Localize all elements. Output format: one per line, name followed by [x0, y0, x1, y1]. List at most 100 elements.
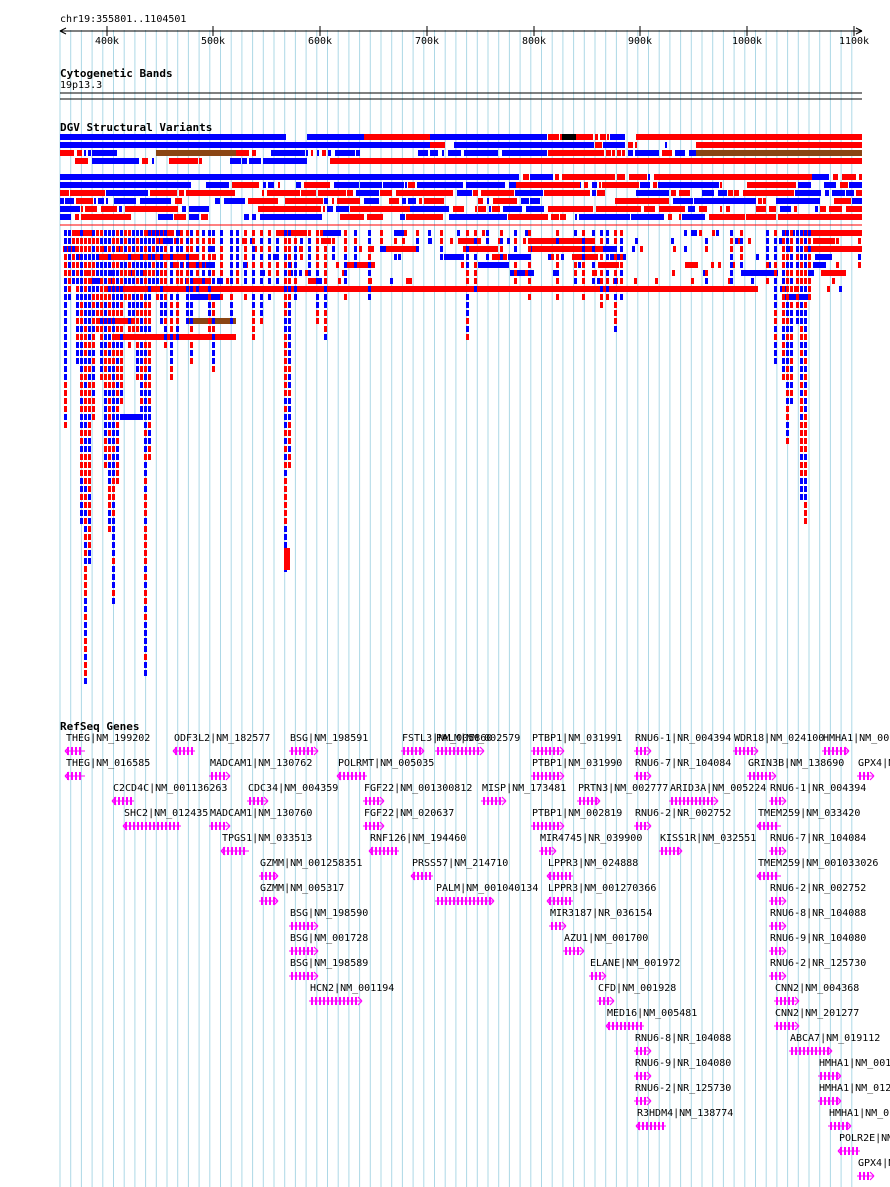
- gene-label[interactable]: RNU6-1|NR_004394: [770, 783, 867, 794]
- gene-label[interactable]: R3HDM4|NM_138774: [637, 1108, 734, 1119]
- gene-glyph[interactable]: [768, 971, 788, 981]
- gene-glyph[interactable]: [362, 821, 386, 831]
- gene-label[interactable]: PTBP1|NM_002819: [532, 808, 623, 819]
- gene-label[interactable]: RNU6-8|NR_104088: [635, 1033, 732, 1044]
- gene-label[interactable]: GPX4|NM: [858, 1158, 890, 1169]
- gene-glyph[interactable]: [821, 746, 851, 756]
- gene-label[interactable]: TMEM259|NM_033420: [758, 808, 861, 819]
- gene-glyph[interactable]: [768, 946, 788, 956]
- gene-label[interactable]: RNU6-9|NR_104080: [635, 1058, 732, 1069]
- gene-label[interactable]: POLR2E|NM: [839, 1133, 890, 1144]
- dgv-track[interactable]: [0, 0, 890, 720]
- gene-label[interactable]: FSTL3|NM_005860: [402, 733, 493, 744]
- gene-label[interactable]: AZU1|NM_001700: [564, 933, 649, 944]
- gene-label[interactable]: BSG|NM_198589: [290, 958, 369, 969]
- gene-label[interactable]: BSG|NM_198591: [290, 733, 369, 744]
- gene-glyph[interactable]: [788, 1046, 834, 1056]
- gene-label[interactable]: RNU6-2|NR_002752: [635, 808, 732, 819]
- gene-label[interactable]: PALM|NM_001040134: [436, 883, 539, 894]
- gene-glyph[interactable]: [668, 796, 720, 806]
- gene-glyph[interactable]: [732, 746, 760, 756]
- gene-label[interactable]: BSG|NM_001728: [290, 933, 369, 944]
- gene-glyph[interactable]: [434, 746, 486, 756]
- gene-label[interactable]: GRIN3B|NM_138690: [748, 758, 845, 769]
- gene-label[interactable]: TPGS1|NM_033513: [222, 833, 313, 844]
- gene-glyph[interactable]: [633, 1096, 653, 1106]
- gene-glyph[interactable]: [658, 846, 684, 856]
- gene-label[interactable]: HMHA1|NM_00: [823, 733, 890, 744]
- gene-glyph[interactable]: [546, 896, 576, 906]
- gene-glyph[interactable]: [122, 821, 184, 831]
- gene-glyph[interactable]: [746, 771, 778, 781]
- gene-label[interactable]: ELANE|NM_001972: [590, 958, 681, 969]
- gene-label[interactable]: PALM|NM_002579: [436, 733, 521, 744]
- gene-label[interactable]: PTBP1|NM_031990: [532, 758, 623, 769]
- gene-glyph[interactable]: [856, 1171, 876, 1181]
- gene-label[interactable]: MED16|NM_005481: [607, 1008, 698, 1019]
- gene-glyph[interactable]: [817, 1096, 843, 1106]
- gene-label[interactable]: ABCA7|NM_019112: [790, 1033, 881, 1044]
- gene-label[interactable]: PRTN3|NM_002777: [578, 783, 669, 794]
- gene-glyph[interactable]: [633, 1071, 653, 1081]
- gene-glyph[interactable]: [288, 971, 320, 981]
- gene-glyph[interactable]: [576, 796, 602, 806]
- gene-glyph[interactable]: [64, 771, 88, 781]
- gene-glyph[interactable]: [258, 896, 280, 906]
- gene-label[interactable]: MIR4745|NR_039900: [540, 833, 643, 844]
- gene-glyph[interactable]: [434, 896, 496, 906]
- gene-label[interactable]: HMHA1|NM_0: [829, 1108, 890, 1119]
- gene-label[interactable]: MADCAM1|NM_130762: [210, 758, 313, 769]
- gene-glyph[interactable]: [837, 1146, 863, 1156]
- gene-label[interactable]: RNU6-7|NR_104084: [635, 758, 732, 769]
- gene-glyph[interactable]: [827, 1121, 853, 1131]
- gene-label[interactable]: THEG|NM_199202: [66, 733, 151, 744]
- gene-label[interactable]: GZMM|NM_001258351: [260, 858, 363, 869]
- gene-glyph[interactable]: [633, 821, 653, 831]
- gene-glyph[interactable]: [768, 846, 788, 856]
- gene-glyph[interactable]: [530, 821, 566, 831]
- gene-label[interactable]: LPPR3|NM_024888: [548, 858, 639, 869]
- gene-label[interactable]: MISP|NM_173481: [482, 783, 567, 794]
- gene-glyph[interactable]: [768, 896, 788, 906]
- gene-glyph[interactable]: [768, 796, 788, 806]
- gene-label[interactable]: PTBP1|NM_031991: [532, 733, 623, 744]
- gene-glyph[interactable]: [400, 746, 426, 756]
- gene-label[interactable]: RNU6-1|NR_004394: [635, 733, 732, 744]
- gene-glyph[interactable]: [410, 871, 436, 881]
- gene-label[interactable]: GZMM|NM_005317: [260, 883, 345, 894]
- cytoband-bar[interactable]: [60, 91, 862, 103]
- gene-glyph[interactable]: [111, 796, 137, 806]
- gene-label[interactable]: CDC34|NM_004359: [248, 783, 339, 794]
- gene-glyph[interactable]: [768, 921, 788, 931]
- gene-label[interactable]: RNF126|NM_194460: [370, 833, 467, 844]
- gene-label[interactable]: BSG|NM_198590: [290, 908, 369, 919]
- gene-glyph[interactable]: [208, 771, 232, 781]
- gene-label[interactable]: HCN2|NM_001194: [310, 983, 395, 994]
- gene-label[interactable]: SHC2|NM_012435: [124, 808, 209, 819]
- gene-glyph[interactable]: [773, 996, 801, 1006]
- gene-glyph[interactable]: [633, 1046, 653, 1056]
- gene-glyph[interactable]: [633, 746, 653, 756]
- gene-label[interactable]: ODF3L2|NM_182577: [174, 733, 271, 744]
- gene-glyph[interactable]: [288, 746, 320, 756]
- gene-glyph[interactable]: [756, 871, 784, 881]
- gene-label[interactable]: FGF22|NM_020637: [364, 808, 455, 819]
- gene-label[interactable]: ARID3A|NM_005224: [670, 783, 767, 794]
- gene-glyph[interactable]: [172, 746, 198, 756]
- gene-glyph[interactable]: [288, 946, 320, 956]
- gene-glyph[interactable]: [220, 846, 252, 856]
- gene-glyph[interactable]: [336, 771, 370, 781]
- gene-label[interactable]: TMEM259|NM_001033026: [758, 858, 879, 869]
- gene-label[interactable]: WDR18|NM_024100: [734, 733, 825, 744]
- gene-label[interactable]: RNU6-2|NR_002752: [770, 883, 867, 894]
- gene-glyph[interactable]: [546, 871, 576, 881]
- gene-label[interactable]: RNU6-8|NR_104088: [770, 908, 867, 919]
- gene-glyph[interactable]: [756, 821, 784, 831]
- gene-glyph[interactable]: [605, 1021, 647, 1031]
- gene-glyph[interactable]: [208, 821, 232, 831]
- gene-label[interactable]: KISS1R|NM_032551: [660, 833, 757, 844]
- gene-label[interactable]: GPX4|N: [858, 758, 890, 769]
- gene-label[interactable]: FGF22|NM_001300812: [364, 783, 473, 794]
- gene-glyph[interactable]: [64, 746, 88, 756]
- gene-glyph[interactable]: [856, 771, 876, 781]
